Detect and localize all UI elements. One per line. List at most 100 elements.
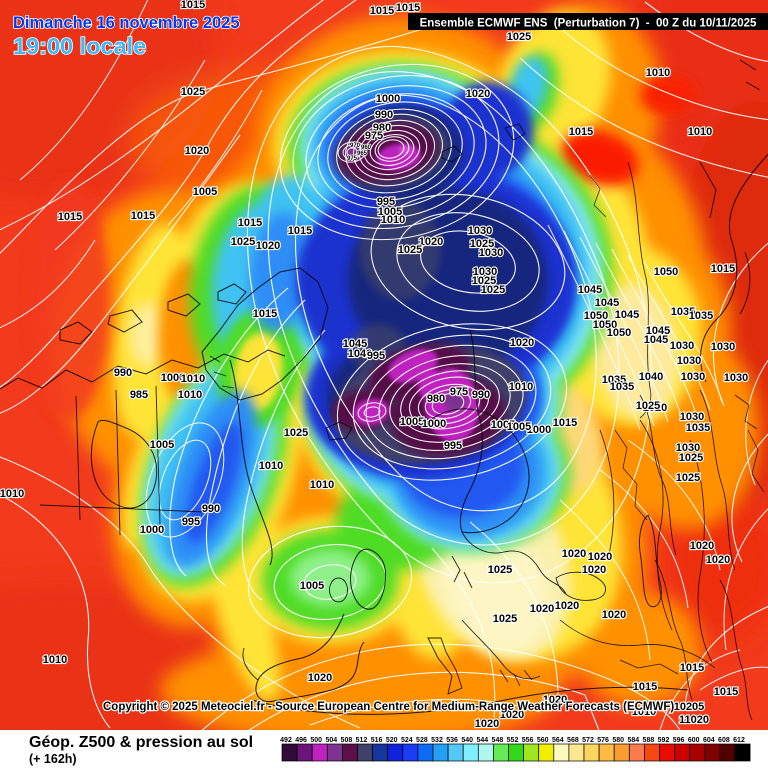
svg-text:604: 604 (703, 737, 715, 744)
svg-text:1000: 1000 (140, 524, 164, 536)
svg-text:975: 975 (450, 386, 468, 398)
svg-text:975: 975 (347, 156, 358, 162)
svg-text:1025: 1025 (676, 472, 700, 484)
svg-text:1020: 1020 (690, 540, 714, 552)
svg-text:970: 970 (350, 143, 361, 149)
svg-text:975: 975 (365, 130, 383, 142)
svg-text:1020: 1020 (588, 551, 612, 563)
svg-text:1035: 1035 (602, 374, 626, 386)
svg-text:1000: 1000 (376, 93, 400, 105)
svg-text:1015: 1015 (553, 417, 577, 429)
svg-text:990: 990 (375, 109, 393, 121)
svg-text:1020: 1020 (530, 603, 554, 615)
svg-text:995: 995 (377, 196, 395, 208)
svg-text:584: 584 (627, 737, 639, 744)
svg-text:1000: 1000 (161, 372, 185, 384)
svg-text:1010: 1010 (310, 479, 334, 491)
svg-text:516: 516 (371, 737, 383, 744)
svg-text:500: 500 (310, 737, 322, 744)
svg-text:965: 965 (357, 151, 368, 157)
svg-text:1020: 1020 (543, 694, 567, 706)
svg-text:572: 572 (582, 737, 594, 744)
svg-text:1025: 1025 (284, 427, 308, 439)
svg-text:960: 960 (361, 145, 372, 151)
svg-text:990: 990 (202, 503, 220, 515)
svg-text:1045: 1045 (615, 309, 639, 321)
svg-text:1010: 1010 (181, 373, 205, 385)
svg-text:1015: 1015 (238, 217, 262, 229)
svg-text:1025: 1025 (398, 244, 422, 256)
svg-text:1020: 1020 (555, 600, 579, 612)
svg-text:(+ 162h): (+ 162h) (29, 752, 77, 766)
svg-text:504: 504 (325, 737, 337, 744)
svg-text:1030: 1030 (677, 355, 701, 367)
svg-text:1020: 1020 (582, 564, 606, 576)
svg-text:1015: 1015 (714, 686, 738, 698)
svg-text:1030: 1030 (670, 340, 694, 352)
svg-text:596: 596 (673, 737, 685, 744)
svg-text:19:00 locale: 19:00 locale (13, 33, 146, 59)
svg-text:1020: 1020 (562, 548, 586, 560)
svg-text:1020: 1020 (256, 240, 280, 252)
svg-text:1045: 1045 (595, 297, 619, 309)
svg-text:1015: 1015 (569, 126, 593, 138)
svg-text:1025: 1025 (470, 238, 494, 250)
svg-text:524: 524 (401, 737, 413, 744)
svg-text:1010: 1010 (259, 460, 283, 472)
svg-text:1015: 1015 (633, 681, 657, 693)
svg-text:548: 548 (492, 737, 504, 744)
svg-text:1045: 1045 (343, 338, 367, 350)
svg-text:1010: 1010 (381, 214, 405, 226)
svg-text:1005: 1005 (507, 421, 531, 433)
svg-text:556: 556 (522, 737, 534, 744)
svg-text:1010: 1010 (688, 126, 712, 138)
svg-text:1035: 1035 (671, 306, 695, 318)
svg-text:1005: 1005 (491, 419, 515, 431)
svg-text:532: 532 (431, 737, 443, 744)
svg-text:612: 612 (733, 737, 745, 744)
svg-text:Dimanche 16 novembre 2025: Dimanche 16 novembre 2025 (13, 14, 240, 32)
svg-text:1015: 1015 (131, 210, 155, 222)
svg-text:1050: 1050 (593, 319, 617, 331)
svg-text:536: 536 (446, 737, 458, 744)
svg-text:1045: 1045 (646, 325, 670, 337)
svg-text:552: 552 (507, 737, 519, 744)
svg-text:1050: 1050 (607, 327, 631, 339)
svg-text:1025: 1025 (679, 452, 703, 464)
svg-text:540: 540 (461, 737, 473, 744)
svg-text:1030: 1030 (676, 442, 700, 454)
svg-text:1005: 1005 (193, 186, 217, 198)
svg-text:1035: 1035 (689, 310, 713, 322)
svg-text:1010: 1010 (178, 389, 202, 401)
svg-text:1030: 1030 (681, 371, 705, 383)
svg-text:1030: 1030 (680, 411, 704, 423)
svg-text:1020: 1020 (466, 88, 490, 100)
svg-text:496: 496 (295, 737, 307, 744)
svg-text:1015: 1015 (680, 662, 704, 674)
svg-text:990: 990 (114, 367, 132, 379)
svg-text:1025: 1025 (493, 613, 517, 625)
svg-text:1045: 1045 (578, 284, 602, 296)
svg-text:1025: 1025 (636, 400, 660, 412)
svg-text:512: 512 (356, 737, 368, 744)
svg-text:1020: 1020 (643, 402, 667, 414)
svg-text:1020: 1020 (706, 554, 730, 566)
svg-text:1025: 1025 (472, 275, 496, 287)
svg-text:1025: 1025 (488, 564, 512, 576)
svg-text:1025: 1025 (231, 236, 255, 248)
svg-text:1015: 1015 (370, 5, 394, 17)
svg-text:528: 528 (416, 737, 428, 744)
svg-text:990: 990 (472, 389, 490, 401)
svg-text:568: 568 (567, 737, 579, 744)
svg-text:1015: 1015 (253, 308, 277, 320)
svg-text:508: 508 (341, 737, 353, 744)
svg-text:1010: 1010 (509, 381, 533, 393)
svg-text:1035: 1035 (686, 422, 710, 434)
svg-text:1025: 1025 (181, 86, 205, 98)
svg-text:1005: 1005 (150, 439, 174, 451)
svg-text:980: 980 (373, 122, 391, 134)
svg-text:10205: 10205 (674, 701, 705, 713)
svg-text:1030: 1030 (724, 372, 748, 384)
svg-text:588: 588 (643, 737, 655, 744)
svg-text:1015: 1015 (58, 211, 82, 223)
